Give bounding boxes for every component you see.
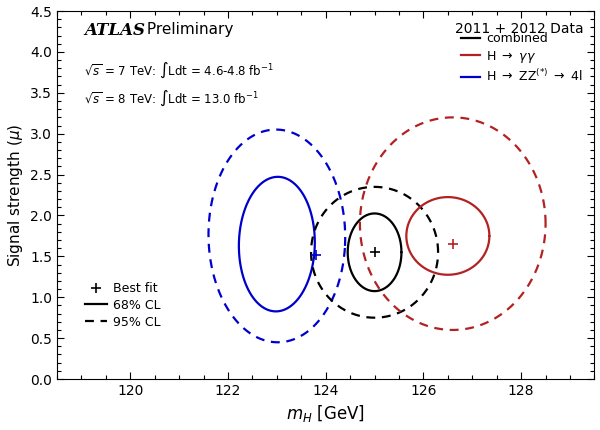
X-axis label: $m_H$ [GeV]: $m_H$ [GeV] [286,403,365,424]
Y-axis label: Signal strength ($\mu$): Signal strength ($\mu$) [5,123,25,267]
Legend: combined, H $\rightarrow$ $\gamma\gamma$, H $\rightarrow$ ZZ$^{(*)}$ $\rightarro: combined, H $\rightarrow$ $\gamma\gamma$… [461,32,583,84]
Text: $\sqrt{s}$ = 7 TeV: $\int$Ldt = 4.6-4.8 fb$^{-1}$: $\sqrt{s}$ = 7 TeV: $\int$Ldt = 4.6-4.8 … [84,61,274,80]
Text: Preliminary: Preliminary [142,22,233,37]
Text: ATLAS: ATLAS [84,22,145,39]
Text: 2011 + 2012 Data: 2011 + 2012 Data [455,22,584,36]
Text: $\sqrt{s}$ = 8 TeV: $\int$Ldt = 13.0 fb$^{-1}$: $\sqrt{s}$ = 8 TeV: $\int$Ldt = 13.0 fb$… [84,88,259,108]
